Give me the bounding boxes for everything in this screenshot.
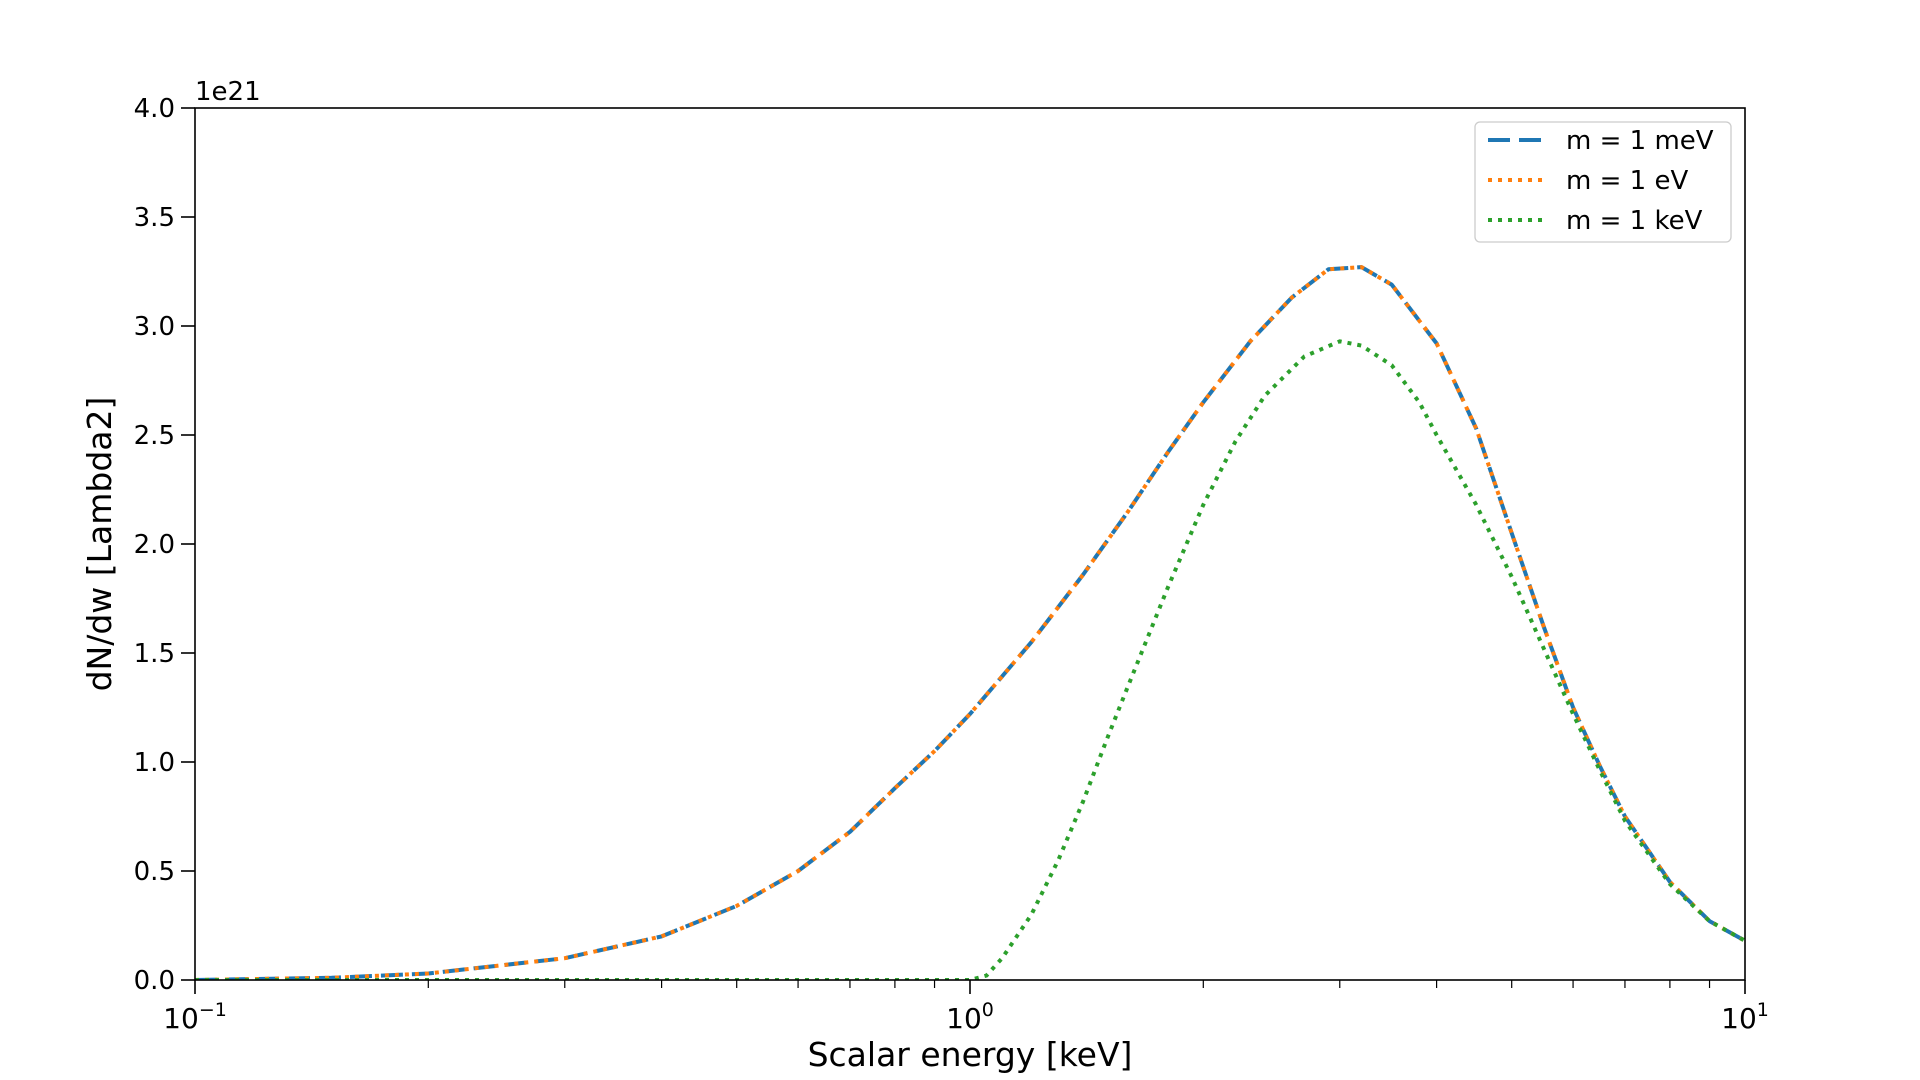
legend-label: m = 1 meV <box>1566 126 1714 156</box>
series-line <box>195 265 1745 980</box>
y-tick-label: 4.0 <box>134 94 175 124</box>
y-tick-label: 0.5 <box>134 857 175 887</box>
legend-label: m = 1 keV <box>1566 206 1703 236</box>
legend: m = 1 meV m = 1 eV m = 1 keV <box>1474 121 1732 243</box>
y-tick-label: 1.5 <box>134 639 175 669</box>
x-axis-label: Scalar energy [keV] <box>808 1035 1133 1074</box>
series-line <box>195 265 1745 980</box>
y-axis: 0.0 0.5 1.0 1.5 2.0 2.5 3.0 3.5 4.0 <box>134 94 195 996</box>
y-tick-label: 3.5 <box>134 203 175 233</box>
legend-frame <box>1474 121 1732 243</box>
series-layer <box>195 265 1745 980</box>
y-tick-label: 0.0 <box>134 966 175 996</box>
y-axis-label: dN/dw [Lambda2] <box>80 397 119 692</box>
x-axis: 10−1 100 101 <box>163 980 1769 1035</box>
series-line <box>195 339 1745 980</box>
y-offset-label: 1e21 <box>195 77 261 107</box>
y-tick-label: 2.5 <box>134 421 175 451</box>
legend-label: m = 1 eV <box>1566 166 1688 196</box>
y-tick-label: 1.0 <box>134 748 175 778</box>
y-tick-label: 2.0 <box>134 530 175 560</box>
x-tick-label: 101 <box>1721 999 1769 1035</box>
y-tick-label: 3.0 <box>134 312 175 342</box>
x-tick-label: 10−1 <box>163 999 227 1035</box>
x-tick-label: 100 <box>946 999 994 1035</box>
